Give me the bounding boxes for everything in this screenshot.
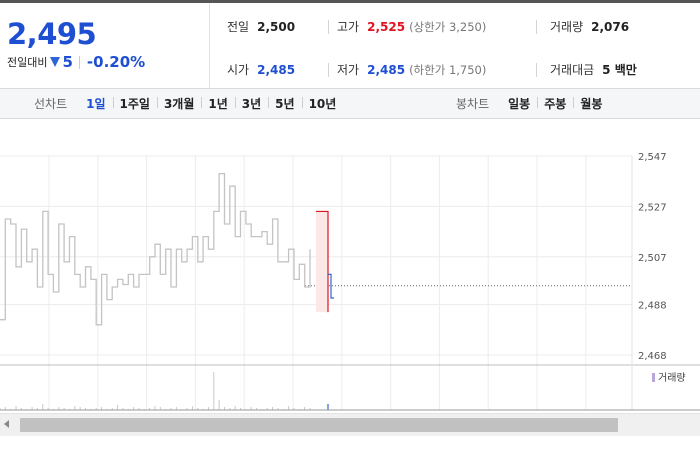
- stat-label: 거래대금: [550, 63, 595, 77]
- change-row: 전일대비 5 -0.20%: [7, 53, 145, 71]
- line-chart-tabs: 선차트 1일 1주일 3개월 1년 3년 5년 10년: [34, 89, 343, 118]
- tab-3y[interactable]: 3년: [234, 95, 268, 112]
- stat-value: 2,076: [591, 20, 630, 34]
- tab-1y[interactable]: 1년: [201, 95, 234, 112]
- stat-prev-close: 전일 2,500: [227, 18, 295, 35]
- stat-value: 2,485: [367, 63, 406, 77]
- line-chart-title: 선차트: [34, 97, 68, 111]
- stat-label: 시가: [227, 63, 250, 77]
- price-stats: 전일 2,500 고가 2,525 (상한가 3,250) 거래량 2,076 …: [211, 3, 700, 88]
- stat-divider: [536, 20, 537, 34]
- price-chart: 2,547 2,527 2,507 2,488 2,468 거래량: [0, 152, 700, 411]
- stat-value: 5 백만: [602, 63, 637, 77]
- horizontal-scrollbar[interactable]: [0, 413, 700, 436]
- candle-body: [316, 211, 328, 313]
- stat-low: 저가 2,485 (하한가 1,750): [337, 61, 486, 78]
- change-label: 전일대비: [7, 56, 48, 69]
- upper-limit: (상한가 3,250): [409, 20, 487, 34]
- tab-10y[interactable]: 10년: [301, 95, 344, 112]
- candle-marks: [316, 210, 334, 313]
- y-tick-label: 2,547: [638, 152, 667, 163]
- y-tick-label: 2,488: [638, 301, 667, 312]
- price-line-series: [0, 172, 311, 326]
- y-axis-labels: 2,547 2,527 2,507 2,488 2,468: [638, 152, 667, 362]
- change-percent: -0.20%: [86, 53, 146, 71]
- scroll-thumb[interactable]: [20, 418, 618, 432]
- tab-1w[interactable]: 1주일: [112, 95, 157, 112]
- tab-weekly[interactable]: 주봉: [537, 95, 573, 112]
- volume-legend-swatch: [652, 373, 655, 382]
- stat-divider: [536, 63, 537, 77]
- change-value: 5: [62, 53, 73, 71]
- price-line: [0, 172, 311, 326]
- stat-value: 2,500: [257, 20, 296, 34]
- stat-label: 전일: [227, 20, 250, 34]
- tab-3m[interactable]: 3개월: [156, 95, 201, 112]
- last-candle: [328, 273, 334, 299]
- down-arrow-icon: [50, 57, 61, 67]
- stat-value: 2,485: [257, 63, 296, 77]
- candle-outline: [316, 210, 329, 313]
- stat-divider: [328, 20, 329, 34]
- stat-trade-value: 거래대금 5 백만: [550, 61, 637, 78]
- candle-chart-tabs: 봉차트 일봉 주봉 월봉: [456, 89, 609, 118]
- stat-high: 고가 2,525 (상한가 3,250): [337, 18, 486, 35]
- stat-label: 고가: [337, 20, 360, 34]
- y-tick-label: 2,468: [638, 351, 667, 362]
- volume-bars: [0, 372, 700, 411]
- stat-volume: 거래량 2,076: [550, 18, 629, 35]
- scroll-left-arrow-icon[interactable]: [4, 420, 9, 428]
- change-divider: [78, 55, 80, 69]
- price-summary: 2,495 전일대비 5 -0.20%: [0, 3, 210, 88]
- stat-open: 시가 2,485: [227, 61, 295, 78]
- tab-5y[interactable]: 5년: [268, 95, 301, 112]
- period-tab-bar: 선차트 1일 1주일 3개월 1년 3년 5년 10년 봉차트 일봉 주봉 월봉: [0, 88, 700, 119]
- lower-limit: (하한가 1,750): [409, 63, 487, 77]
- volume-legend: 거래량: [652, 372, 686, 384]
- stat-label: 저가: [337, 63, 360, 77]
- tab-monthly[interactable]: 월봉: [573, 95, 609, 112]
- current-price: 2,495: [7, 17, 97, 51]
- volume-legend-label: 거래량: [658, 372, 686, 384]
- candle-chart-title: 봉차트: [456, 97, 490, 111]
- stat-value: 2,525: [367, 20, 406, 34]
- chart-grid: [0, 155, 700, 410]
- y-tick-label: 2,507: [638, 253, 667, 264]
- stat-label: 거래량: [550, 20, 584, 34]
- top-border: [0, 0, 700, 3]
- tab-1d[interactable]: 1일: [86, 97, 106, 111]
- y-tick-label: 2,527: [638, 202, 667, 213]
- tab-daily[interactable]: 일봉: [508, 97, 531, 111]
- stat-divider: [328, 63, 329, 77]
